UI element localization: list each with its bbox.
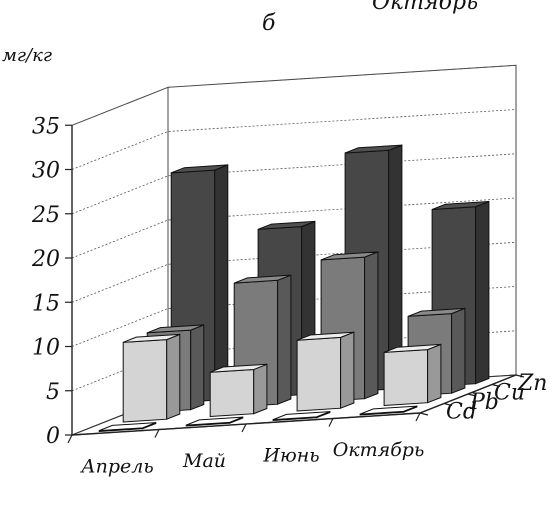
- text-layer: Октябрь б мг/кг 0 5 10 15 20 25 30 35 Апрель Май И…: [2, 0, 547, 477]
- bar-layer: [98, 144, 490, 433]
- y-tick-label: 0: [46, 424, 60, 449]
- gridline: [71, 64, 517, 126]
- depth-tick-mark: [491, 383, 501, 388]
- category-label: Апрель: [79, 455, 153, 477]
- depth-tick-mark: [515, 374, 525, 378]
- bar-cd-3: [272, 410, 331, 422]
- y-tick-label: 15: [32, 291, 60, 316]
- unit-label: мг/кг: [2, 45, 52, 66]
- x-tick-mark: [415, 412, 421, 422]
- bar-pb-3: [296, 331, 355, 412]
- y-tick-label: 35: [32, 114, 60, 139]
- panel-label: б: [262, 11, 276, 36]
- gridline: [71, 109, 517, 170]
- bar-cd-4: [359, 405, 418, 416]
- top-cut-label: Октябрь: [372, 0, 478, 15]
- series-label: Cu: [494, 380, 525, 405]
- x-tick-mark: [241, 423, 247, 433]
- x-tick-mark: [67, 434, 73, 444]
- category-label: Октябрь: [333, 439, 425, 461]
- y-tick-label: 20: [31, 247, 60, 272]
- bar-pb-1: [122, 333, 181, 423]
- y-tick-label: 10: [32, 336, 60, 361]
- depth-tick-mark: [419, 412, 429, 416]
- bar-pb-4: [383, 343, 442, 407]
- bar-pb-2: [209, 363, 268, 418]
- depth-tick-mark: [467, 393, 477, 397]
- series-label: Zn: [517, 371, 547, 396]
- y-tick-label: 25: [31, 203, 60, 228]
- axis-layer: [65, 124, 525, 444]
- depth-tick-mark: [443, 402, 453, 407]
- series-label: Pb: [469, 390, 499, 415]
- bar-cd-2: [185, 416, 244, 427]
- bar-cd-1: [98, 421, 157, 433]
- y-tick-label: 5: [46, 380, 60, 405]
- x-tick-mark: [154, 429, 160, 438]
- x-tick-mark: [328, 418, 334, 427]
- category-label: Май: [182, 450, 226, 472]
- y-tick-label: 30: [32, 159, 60, 184]
- series-label: Cd: [446, 399, 477, 424]
- category-label: Июнь: [262, 444, 319, 466]
